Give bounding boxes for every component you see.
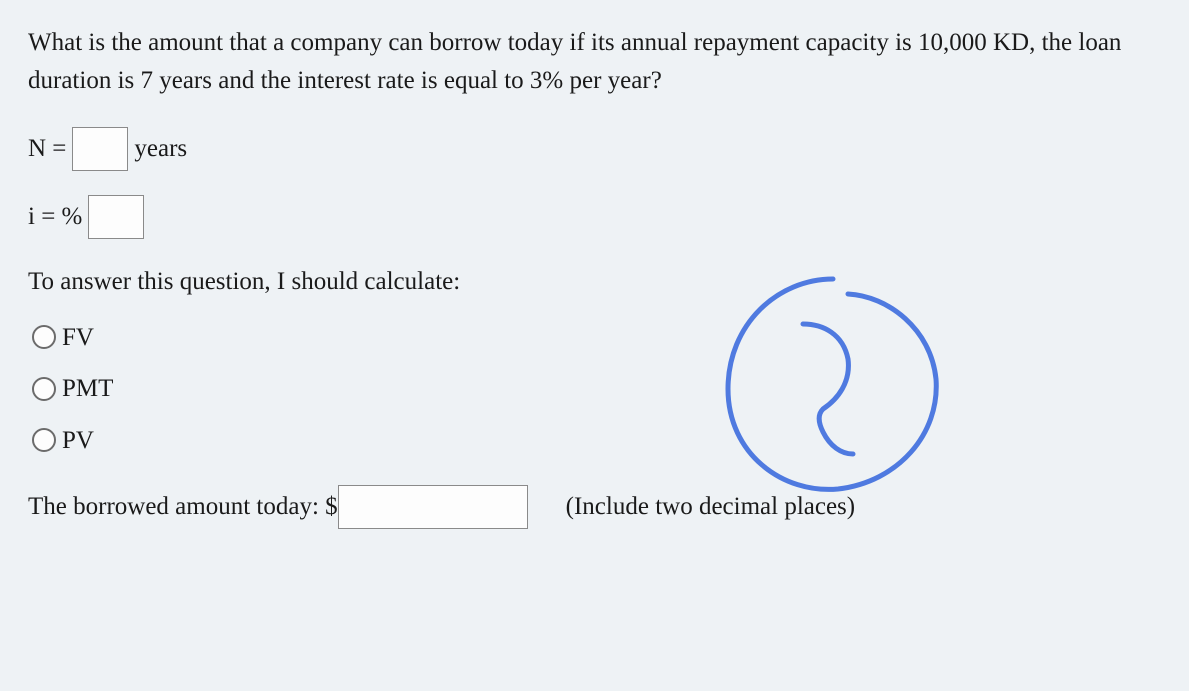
final-label: The borrowed amount today: $ bbox=[28, 488, 338, 526]
n-input[interactable] bbox=[72, 127, 128, 171]
radio-label-pmt: PMT bbox=[62, 370, 113, 408]
calc-radio-group: FV PMT PV bbox=[32, 319, 1161, 460]
radio-label-pv: PV bbox=[62, 422, 94, 460]
n-label-after: years bbox=[134, 130, 187, 168]
question-text: What is the amount that a company can bo… bbox=[28, 24, 1161, 99]
radio-row-fv: FV bbox=[32, 319, 1161, 357]
radio-pv[interactable] bbox=[32, 428, 56, 452]
n-label-before: N = bbox=[28, 130, 66, 168]
i-label-before: i = % bbox=[28, 198, 82, 236]
radio-row-pmt: PMT bbox=[32, 370, 1161, 408]
radio-row-pv: PV bbox=[32, 422, 1161, 460]
i-input[interactable] bbox=[88, 195, 144, 239]
radio-fv[interactable] bbox=[32, 325, 56, 349]
question-container: What is the amount that a company can bo… bbox=[28, 24, 1161, 529]
calc-prompt: To answer this question, I should calcul… bbox=[28, 263, 1161, 301]
i-input-row: i = % bbox=[28, 195, 1161, 239]
n-input-row: N = years bbox=[28, 127, 1161, 171]
radio-label-fv: FV bbox=[62, 319, 94, 357]
radio-pmt[interactable] bbox=[32, 377, 56, 401]
final-hint: (Include two decimal places) bbox=[566, 488, 855, 526]
amount-input[interactable] bbox=[338, 485, 528, 529]
final-answer-row: The borrowed amount today: $ (Include tw… bbox=[28, 485, 1161, 529]
